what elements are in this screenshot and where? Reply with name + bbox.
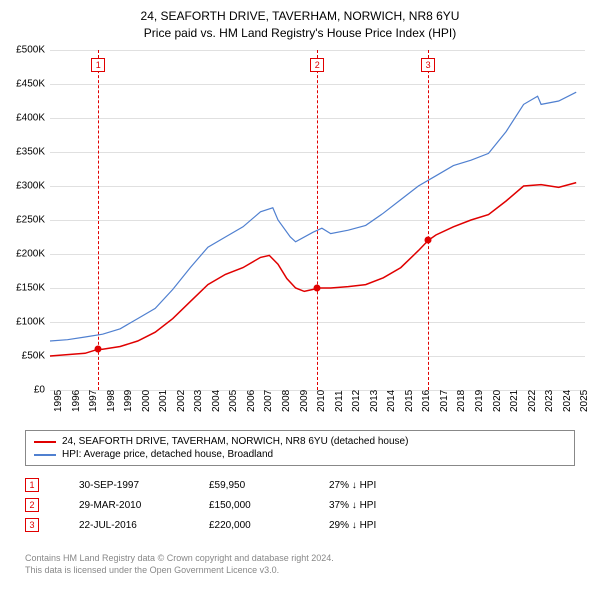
transaction-number-box: 2 [25, 498, 39, 512]
transaction-diff: 29% ↓ HPI [329, 520, 449, 531]
y-tick-label: £450K [0, 79, 45, 90]
transaction-row: 2 29-MAR-2010£150,00037% ↓ HPI [25, 495, 575, 515]
x-tick-label: 2019 [474, 390, 485, 412]
x-tick-label: 2000 [141, 390, 152, 412]
y-tick-label: £250K [0, 215, 45, 226]
y-tick-label: £300K [0, 181, 45, 192]
transaction-row: 1 30-SEP-1997£59,95027% ↓ HPI [25, 475, 575, 495]
y-tick-label: £350K [0, 147, 45, 158]
transaction-diff: 27% ↓ HPI [329, 480, 449, 491]
x-tick-label: 2017 [439, 390, 450, 412]
x-tick-label: 2016 [421, 390, 432, 412]
x-tick-label: 2006 [246, 390, 257, 412]
marker-number-box: 1 [91, 58, 105, 72]
y-tick-label: £400K [0, 113, 45, 124]
legend-item: HPI: Average price, detached house, Broa… [34, 448, 566, 461]
x-tick-label: 2002 [176, 390, 187, 412]
title-line-1: 24, SEAFORTH DRIVE, TAVERHAM, NORWICH, N… [0, 8, 600, 25]
x-tick-label: 2003 [193, 390, 204, 412]
marker-dot [95, 346, 102, 353]
transaction-date: 29-MAR-2010 [79, 500, 209, 511]
chart-title: 24, SEAFORTH DRIVE, TAVERHAM, NORWICH, N… [0, 0, 600, 42]
x-tick-label: 2004 [211, 390, 222, 412]
legend-label: 24, SEAFORTH DRIVE, TAVERHAM, NORWICH, N… [62, 436, 408, 447]
legend-swatch [34, 441, 56, 443]
x-tick-label: 2014 [386, 390, 397, 412]
line-plot [50, 50, 585, 390]
x-tick-label: 2011 [334, 390, 345, 412]
footer-line-2: This data is licensed under the Open Gov… [25, 565, 334, 577]
transaction-number-box: 3 [25, 518, 39, 532]
x-tick-label: 2012 [351, 390, 362, 412]
x-tick-label: 2001 [158, 390, 169, 412]
x-tick-label: 2010 [316, 390, 327, 412]
marker-number-box: 2 [310, 58, 324, 72]
transaction-diff: 37% ↓ HPI [329, 500, 449, 511]
transaction-number-box: 1 [25, 478, 39, 492]
transaction-price: £220,000 [209, 520, 329, 531]
x-tick-label: 2007 [263, 390, 274, 412]
marker-number-box: 3 [421, 58, 435, 72]
marker-dot [314, 285, 321, 292]
y-tick-label: £0 [0, 385, 45, 396]
transaction-price: £150,000 [209, 500, 329, 511]
series-line-price_paid [50, 183, 576, 356]
attribution-footer: Contains HM Land Registry data © Crown c… [25, 553, 334, 576]
x-tick-label: 2018 [456, 390, 467, 412]
chart-container: 24, SEAFORTH DRIVE, TAVERHAM, NORWICH, N… [0, 0, 600, 590]
x-tick-label: 2013 [369, 390, 380, 412]
x-tick-label: 2015 [404, 390, 415, 412]
transaction-row: 3 22-JUL-2016£220,00029% ↓ HPI [25, 515, 575, 535]
x-tick-label: 2022 [527, 390, 538, 412]
x-tick-label: 2008 [281, 390, 292, 412]
marker-dot [425, 237, 432, 244]
series-line-hpi [50, 92, 576, 341]
x-tick-label: 2023 [544, 390, 555, 412]
x-tick-label: 1996 [71, 390, 82, 412]
x-tick-label: 1999 [123, 390, 134, 412]
x-tick-label: 1995 [53, 390, 64, 412]
x-tick-label: 1998 [106, 390, 117, 412]
legend-label: HPI: Average price, detached house, Broa… [62, 449, 273, 460]
title-line-2: Price paid vs. HM Land Registry's House … [0, 25, 600, 42]
transaction-date: 22-JUL-2016 [79, 520, 209, 531]
footer-line-1: Contains HM Land Registry data © Crown c… [25, 553, 334, 565]
x-tick-label: 2009 [299, 390, 310, 412]
legend: 24, SEAFORTH DRIVE, TAVERHAM, NORWICH, N… [25, 430, 575, 466]
x-tick-label: 1997 [88, 390, 99, 412]
transaction-price: £59,950 [209, 480, 329, 491]
y-tick-label: £150K [0, 283, 45, 294]
y-tick-label: £200K [0, 249, 45, 260]
legend-item: 24, SEAFORTH DRIVE, TAVERHAM, NORWICH, N… [34, 435, 566, 448]
y-tick-label: £500K [0, 45, 45, 56]
y-tick-label: £50K [0, 351, 45, 362]
plot-area: £0£50K£100K£150K£200K£250K£300K£350K£400… [50, 50, 585, 390]
x-tick-label: 2025 [579, 390, 590, 412]
y-tick-label: £100K [0, 317, 45, 328]
x-tick-label: 2021 [509, 390, 520, 412]
legend-swatch [34, 454, 56, 456]
x-tick-label: 2005 [228, 390, 239, 412]
x-tick-label: 2024 [562, 390, 573, 412]
transaction-table: 1 30-SEP-1997£59,95027% ↓ HPI 2 29-MAR-2010… [25, 475, 575, 535]
transaction-date: 30-SEP-1997 [79, 480, 209, 491]
x-tick-label: 2020 [492, 390, 503, 412]
